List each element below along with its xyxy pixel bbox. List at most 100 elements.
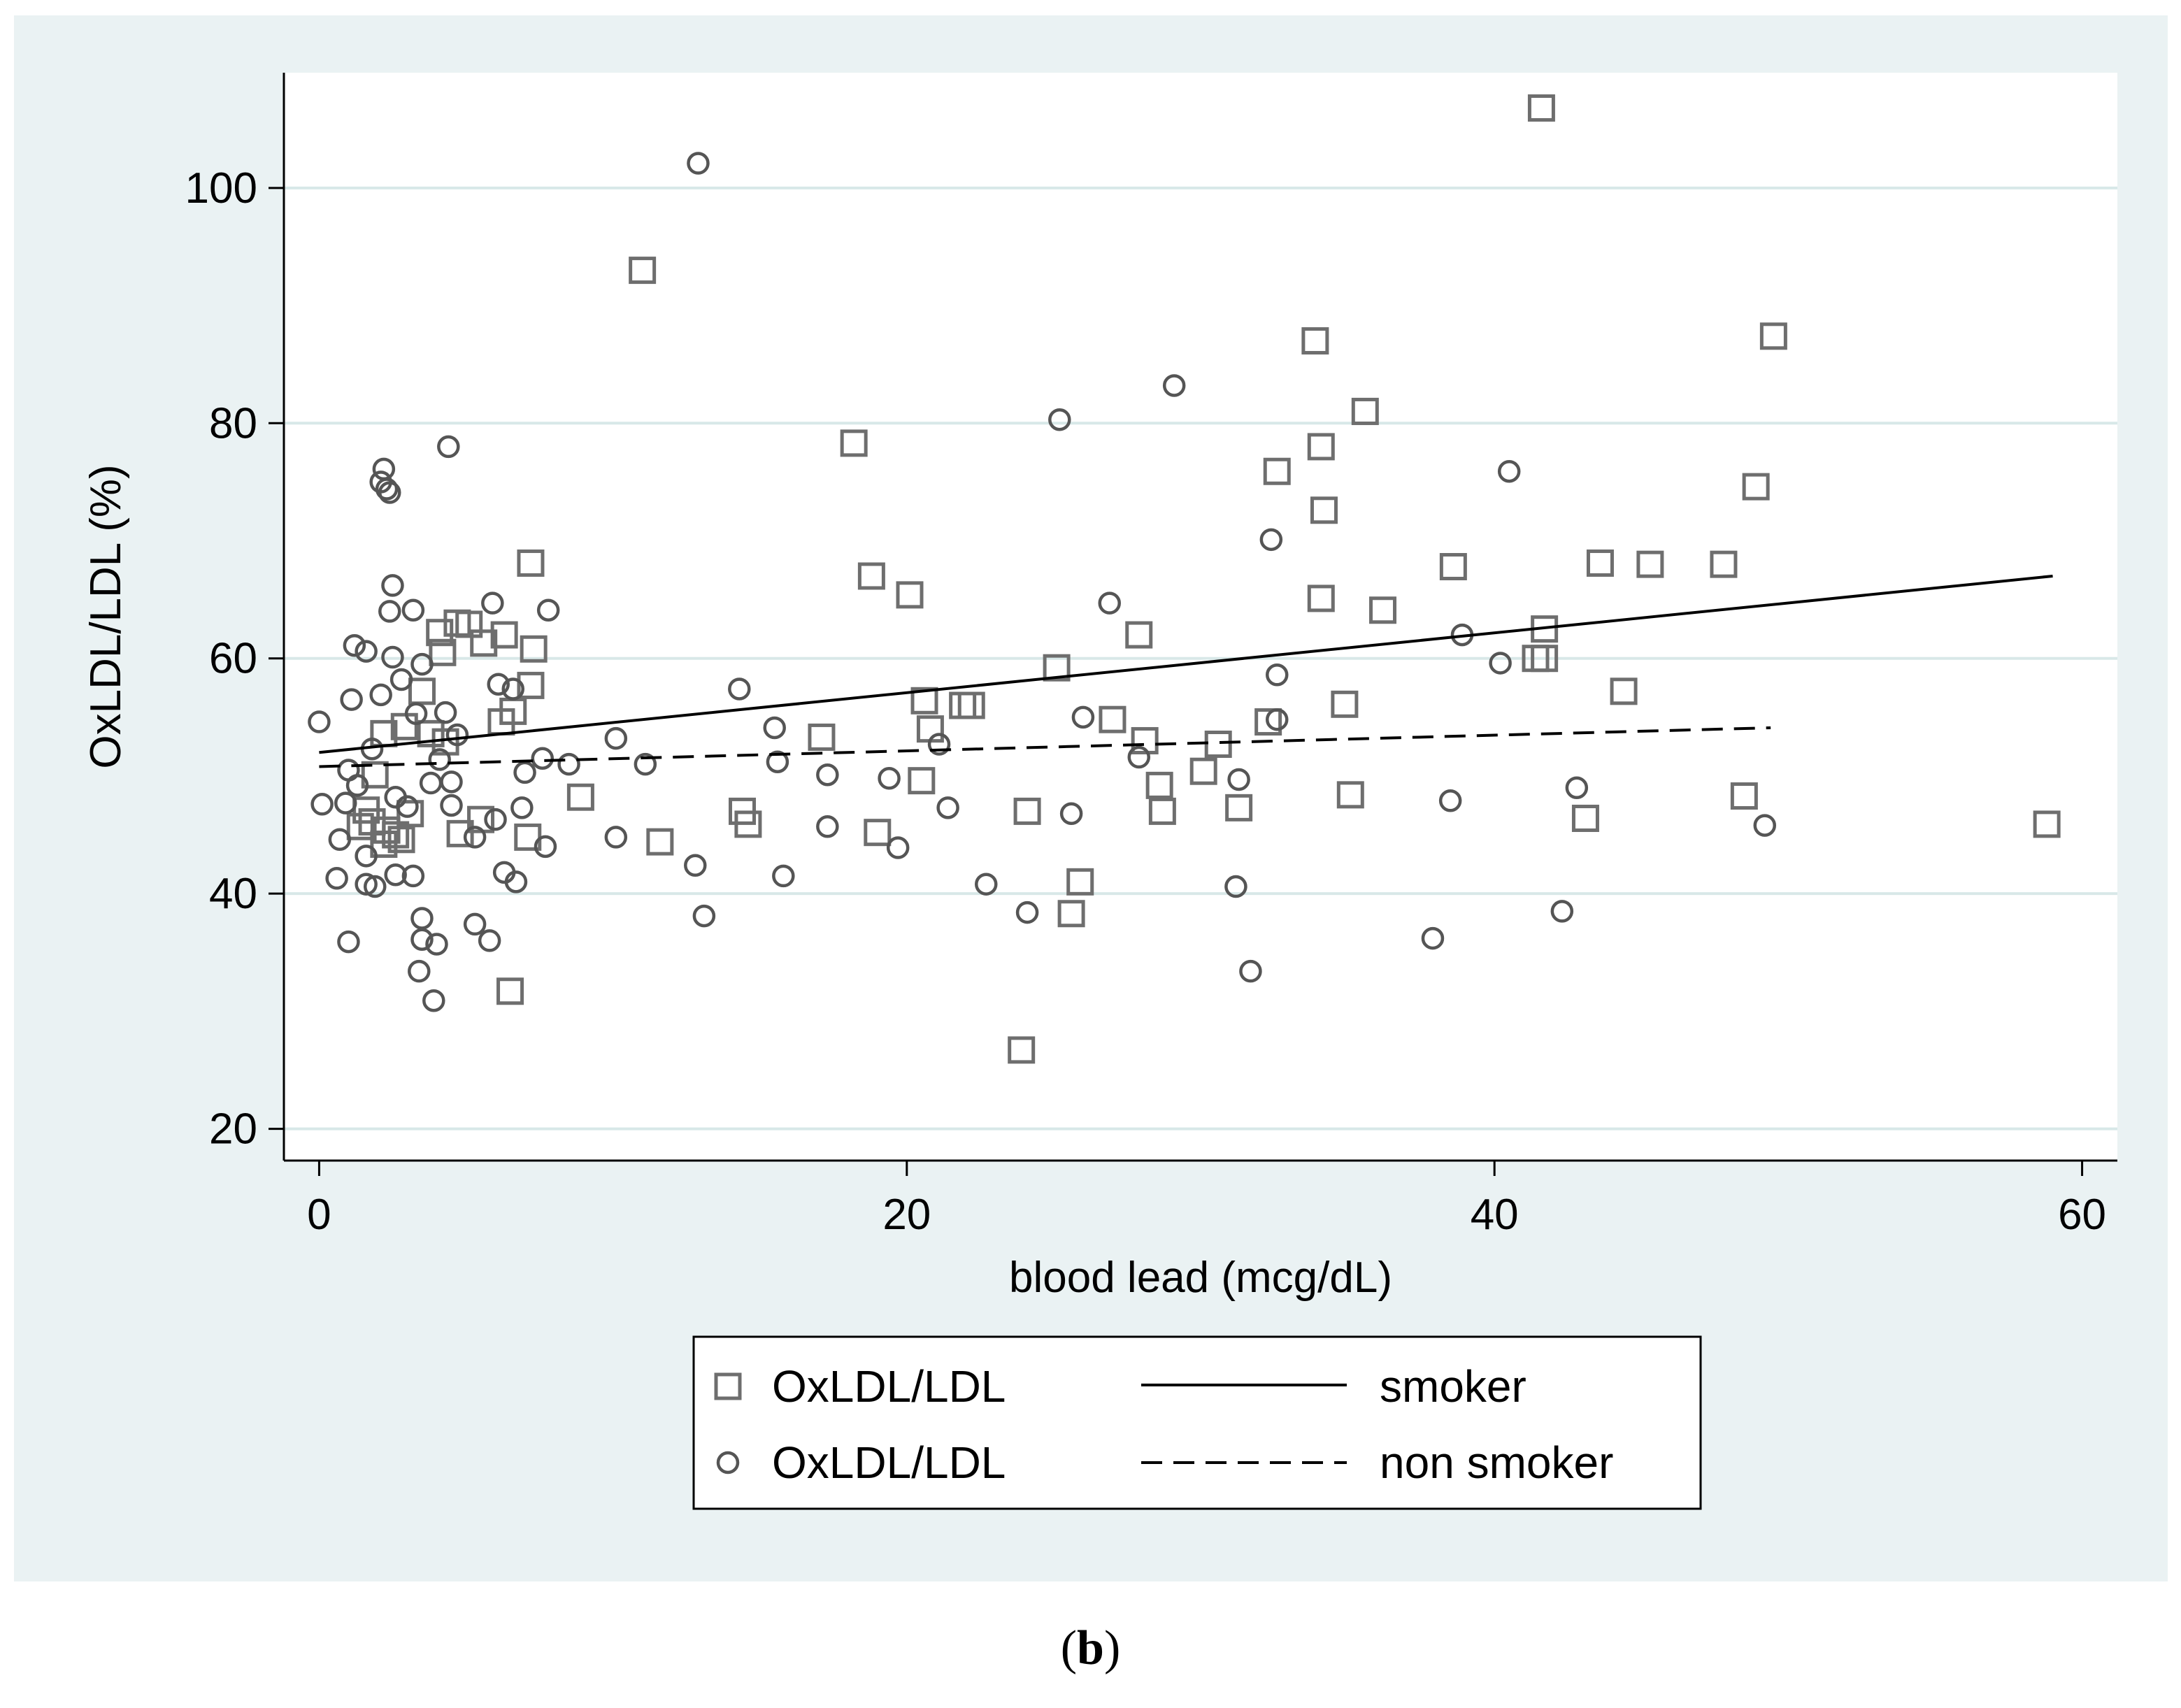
non-smoker-data-point — [816, 763, 839, 787]
non-smoker-data-point — [536, 598, 560, 622]
non-smoker-data-point — [325, 867, 348, 890]
x-axis-title: blood lead (mcg/dL) — [1009, 1254, 1392, 1302]
non-smoker-data-point — [343, 633, 366, 657]
non-smoker-data-point — [463, 826, 487, 849]
x-tick-label: 0 — [307, 1191, 331, 1239]
smoker-data-point — [455, 610, 483, 638]
fit-lines — [319, 574, 2053, 768]
smoker-data-point — [629, 257, 657, 285]
smoker-data-point — [566, 783, 594, 811]
grid-lines — [284, 186, 2117, 1131]
smoker-data-point — [1013, 797, 1041, 825]
smoker-data-point — [496, 977, 524, 1005]
smoker-data-point — [1610, 677, 1638, 705]
smoker-data-point — [1759, 322, 1787, 350]
legend-circle-marker — [716, 1451, 740, 1474]
non-smoker-data-point — [604, 826, 628, 849]
legend-square-marker — [714, 1372, 742, 1400]
non-smoker-data-point — [531, 747, 555, 770]
non-smoker-data-point — [463, 912, 487, 936]
non-smoker-data-point — [687, 152, 710, 175]
legend-label-non-smoker: non smoker — [1380, 1437, 1613, 1488]
non-smoker-data-point — [1497, 460, 1521, 483]
y-tick-label: 80 — [209, 399, 257, 447]
smoker-fit-line — [319, 574, 2053, 754]
smoker-data-point — [517, 671, 545, 699]
smoker-data-point — [373, 816, 401, 844]
smoker-data-point — [1263, 457, 1291, 485]
smoker-data-point — [1730, 782, 1758, 810]
non-smoker-data-point — [375, 478, 399, 501]
smoker-data-point — [1148, 797, 1176, 825]
non-smoker-data-point — [634, 752, 657, 776]
smoker-data-point — [1225, 794, 1253, 821]
non-smoker-data-point — [487, 673, 510, 696]
non-smoker-data-point — [369, 683, 392, 707]
non-smoker-data-point — [337, 930, 360, 954]
non-smoker-data-point — [434, 701, 457, 724]
smoker-data-point — [910, 687, 938, 715]
non-smoker-data-point — [1489, 652, 1512, 675]
non-smoker-data-point — [513, 761, 536, 784]
non-smoker-data-point — [975, 873, 998, 896]
non-smoker-data-point — [1227, 768, 1250, 791]
legend-label-circles: OxLDL/LDL — [772, 1437, 1006, 1488]
non-smoker-data-point — [510, 796, 534, 819]
non-smoker-data-point — [345, 774, 369, 797]
smoker-data-point — [396, 800, 424, 828]
smoker-data-point — [1099, 705, 1127, 733]
non-smoker-data-point — [328, 828, 352, 852]
y-tick-label: 60 — [209, 635, 257, 683]
non-smoker-data-point — [378, 600, 401, 623]
non-smoker-data-point — [378, 481, 401, 504]
smoker-data-point — [1586, 549, 1614, 577]
non-smoker-data-point — [684, 854, 707, 877]
smoker-data-point — [361, 761, 389, 789]
axes — [283, 73, 2117, 1162]
non-smoker-data-point — [692, 904, 716, 928]
smoker-data-point — [1742, 473, 1770, 501]
non-smoker-data-point — [886, 836, 910, 859]
non-smoker-data-point — [355, 873, 378, 896]
non-smoker-data-point — [1162, 374, 1186, 397]
smoker-data-point — [1331, 690, 1359, 718]
smoker-data-point — [734, 810, 762, 838]
non-smoker-fit-line — [319, 726, 1771, 768]
smoker-data-point — [387, 826, 415, 854]
smoker-data-point — [908, 767, 936, 795]
non-smoker-data-point — [1071, 705, 1095, 729]
smoker-data-point — [1043, 654, 1071, 682]
non-smoker-data-point — [1127, 745, 1151, 769]
non-smoker-data-point — [492, 861, 516, 884]
non-smoker-data-point — [404, 702, 428, 726]
figure-caption: (b) — [1060, 1621, 1121, 1675]
smoker-data-point — [1710, 550, 1738, 578]
smoker-data-point — [417, 719, 445, 747]
non-smoker-data-point — [401, 598, 425, 622]
x-ticks: 0 20 40 60 — [307, 1161, 2106, 1239]
non-smoker-data-point — [408, 959, 431, 983]
non-smoker-data-point — [481, 591, 504, 615]
smoker-data-point — [864, 819, 892, 847]
caption-letter: b — [1077, 1621, 1104, 1675]
smoker-data-point — [520, 635, 548, 663]
non-smoker-data-point — [410, 652, 434, 676]
smoker-data-point — [517, 549, 545, 577]
non-smoker-data-point — [355, 845, 378, 868]
smoker-data-point — [490, 621, 518, 649]
non-smoker-data-point — [816, 815, 839, 838]
smoker-data-point — [1057, 900, 1085, 928]
smoker-data-point — [1189, 757, 1217, 785]
smoker-data-point — [390, 712, 418, 740]
x-tick-label: 40 — [1471, 1191, 1519, 1239]
x-tick-label: 60 — [2058, 1191, 2106, 1239]
y-tick-label: 100 — [185, 164, 257, 213]
smoker-data-point — [1531, 645, 1559, 673]
non-smoker-data-point — [1753, 814, 1777, 837]
non-smoker-data-point — [1266, 708, 1289, 731]
smoker-data-point — [1307, 433, 1335, 461]
legend-label-smoker: smoker — [1380, 1361, 1526, 1412]
non-smoker-data-point — [1266, 663, 1289, 687]
non-smoker-data-point — [927, 733, 951, 756]
smoker-data-point — [1066, 868, 1094, 896]
